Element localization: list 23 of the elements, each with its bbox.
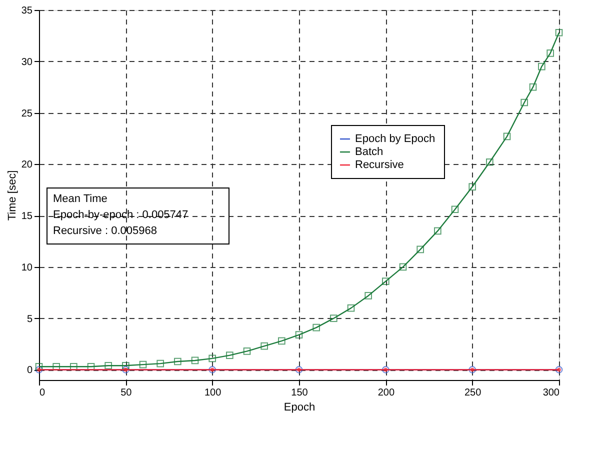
annotation: Mean Time xyxy=(53,193,108,205)
y-tick-label: 15 xyxy=(21,211,33,222)
x-tick-label: 300 xyxy=(542,388,560,398)
y-tick-label: 10 xyxy=(21,262,33,274)
y-tick-label: 20 xyxy=(21,160,33,171)
legend-label: Batch xyxy=(355,146,384,158)
y-tick-label: 35 xyxy=(21,6,33,16)
y-tick-label: 5 xyxy=(26,314,33,325)
x-tick-label: 0 xyxy=(40,388,46,398)
x-tick-label: 50 xyxy=(120,388,132,398)
x-tick-label: 250 xyxy=(464,388,482,398)
y-tick-label: 25 xyxy=(21,108,33,120)
annotation: Epoch-by-epoch : 0.005747 xyxy=(53,209,188,221)
x-axis-title: Epoch xyxy=(284,402,316,414)
y-axis-title: Time [sec] xyxy=(6,170,18,221)
annotation: Recursive : 0.005968 xyxy=(53,225,157,237)
x-tick-label: 100 xyxy=(204,388,222,398)
legend-label: Recursive xyxy=(355,159,404,171)
x-tick-label: 150 xyxy=(291,388,308,398)
x-tick-label: 200 xyxy=(378,388,395,398)
legend-label: Epoch by Epoch xyxy=(355,133,436,145)
y-tick-label: 30 xyxy=(21,56,33,68)
y-tick-label: 0 xyxy=(26,365,33,376)
